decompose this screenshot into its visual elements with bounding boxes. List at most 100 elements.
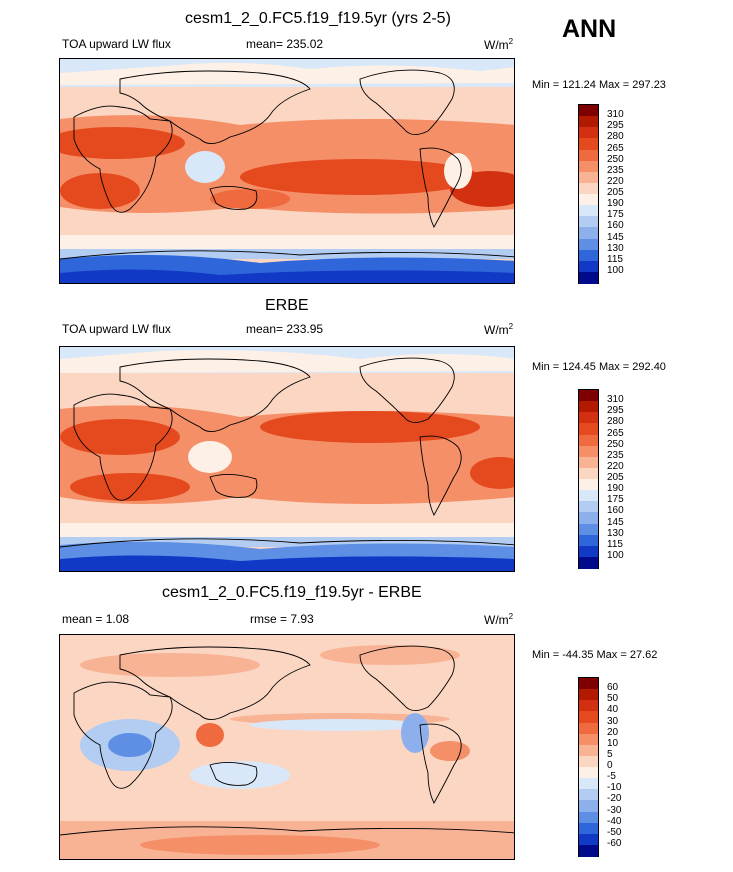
colorbar-tick-label: 160 bbox=[607, 220, 624, 232]
colorbar-tick-label: 190 bbox=[607, 198, 624, 210]
colorbar-tick-label: -50 bbox=[607, 826, 622, 838]
colorbar-tick-label: 295 bbox=[607, 405, 624, 417]
coastline bbox=[359, 645, 455, 711]
panel-2-title: ERBE bbox=[265, 297, 309, 314]
contour-region bbox=[430, 741, 470, 761]
contour-region bbox=[60, 419, 180, 455]
panel-1-variable: TOA upward LW flux bbox=[62, 37, 171, 51]
coastline bbox=[60, 250, 514, 260]
contour-region bbox=[60, 173, 140, 209]
coastline bbox=[359, 357, 455, 423]
coastline bbox=[73, 105, 173, 213]
colorbar-swatch bbox=[579, 778, 598, 790]
colorbar-swatch bbox=[579, 412, 598, 424]
colorbar-tick-label: 190 bbox=[607, 483, 624, 495]
panel-1-units: W/m2 bbox=[484, 37, 514, 52]
contour-region bbox=[470, 457, 514, 489]
colorbar-swatch bbox=[579, 678, 598, 690]
panel-1-colorbar bbox=[578, 104, 599, 284]
colorbar-tick-label: 250 bbox=[607, 438, 624, 450]
colorbar-tick-label: 100 bbox=[607, 264, 624, 276]
contour-region bbox=[70, 473, 190, 501]
colorbar-swatch bbox=[579, 744, 598, 757]
colorbar-swatch bbox=[579, 833, 598, 846]
colorbar-swatch bbox=[579, 216, 598, 228]
coastline bbox=[419, 147, 462, 228]
colorbar-swatch bbox=[579, 490, 598, 502]
colorbar-tick-label: 235 bbox=[607, 164, 624, 176]
colorbar-tick-label: -10 bbox=[607, 782, 622, 794]
colorbar-tick-label: 30 bbox=[607, 715, 619, 727]
colorbar-tick-label: 265 bbox=[607, 427, 624, 439]
colorbar-tick-label: -5 bbox=[607, 771, 616, 783]
contour-region bbox=[60, 235, 514, 249]
panel-2-map bbox=[59, 346, 515, 572]
coastline bbox=[119, 646, 311, 720]
colorbar-tick-label: 280 bbox=[607, 131, 624, 143]
colorbar-tick-label: 265 bbox=[607, 142, 624, 154]
contour-region bbox=[185, 151, 225, 183]
panel-1-title: cesm1_2_0.FC5.f19_f19.5yr (yrs 2-5) bbox=[185, 10, 451, 27]
coastline bbox=[209, 186, 258, 210]
colorbar-swatch bbox=[579, 800, 598, 812]
colorbar-swatch bbox=[579, 556, 598, 569]
colorbar-tick-label: 100 bbox=[607, 549, 624, 561]
colorbar-swatch bbox=[579, 811, 598, 824]
colorbar-swatch bbox=[579, 512, 598, 524]
coastline bbox=[419, 723, 462, 804]
coastline bbox=[359, 69, 455, 135]
contour-region bbox=[60, 523, 514, 537]
colorbar-swatch bbox=[579, 390, 598, 402]
contour-region bbox=[196, 723, 224, 747]
contour-region bbox=[240, 159, 480, 195]
colorbar-swatch bbox=[579, 767, 598, 779]
colorbar-swatch bbox=[579, 182, 598, 195]
colorbar-swatch bbox=[579, 401, 598, 413]
colorbar-tick-label: -60 bbox=[607, 837, 622, 849]
colorbar-tick-label: 220 bbox=[607, 175, 624, 187]
colorbar-tick-label: 0 bbox=[607, 760, 613, 771]
panel-3-units: W/m2 bbox=[484, 612, 514, 627]
colorbar-swatch bbox=[579, 722, 598, 735]
colorbar-swatch bbox=[579, 534, 598, 547]
panel-3-title: cesm1_2_0.FC5.f19_f19.5yr - ERBE bbox=[162, 584, 422, 601]
colorbar-swatch bbox=[579, 501, 598, 513]
colorbar-swatch bbox=[579, 171, 598, 184]
colorbar-swatch bbox=[579, 227, 598, 239]
colorbar-swatch bbox=[579, 445, 598, 458]
colorbar-swatch bbox=[579, 467, 598, 480]
colorbar-tick-label: -40 bbox=[607, 815, 622, 827]
coastline bbox=[209, 474, 258, 498]
panel-3-map bbox=[59, 634, 515, 860]
coastline bbox=[119, 70, 311, 144]
contour-region bbox=[444, 153, 472, 189]
contour-region bbox=[60, 269, 514, 283]
colorbar-swatch bbox=[579, 238, 598, 251]
colorbar-tick-label: 205 bbox=[607, 472, 624, 483]
panel-1-mean: mean= 235.02 bbox=[246, 37, 324, 51]
colorbar-tick-label: 40 bbox=[607, 704, 619, 716]
colorbar-tick-label: 295 bbox=[607, 120, 624, 132]
colorbar-swatch bbox=[579, 689, 598, 701]
colorbar-tick-label: 115 bbox=[607, 538, 623, 550]
panel-3-mean: mean = 1.08 bbox=[62, 612, 130, 626]
colorbar-swatch bbox=[579, 711, 598, 723]
colorbar-tick-label: 115 bbox=[607, 253, 623, 265]
colorbar-tick-label: 280 bbox=[607, 416, 624, 428]
colorbar-tick-label: 145 bbox=[607, 231, 624, 243]
colorbar-tick-label: 205 bbox=[607, 187, 624, 198]
panel-2-units: W/m2 bbox=[484, 322, 514, 337]
colorbar-tick-label: 10 bbox=[607, 737, 619, 749]
contour-region bbox=[60, 555, 514, 571]
panel-2-colorbar bbox=[578, 389, 599, 569]
contour-region bbox=[260, 411, 480, 443]
panel-3-rmse: rmse = 7.93 bbox=[250, 612, 314, 626]
colorbar-swatch bbox=[579, 127, 598, 139]
panel-3-minmax: Min = -44.35 Max = 27.62 bbox=[532, 649, 658, 661]
colorbar-swatch bbox=[579, 434, 598, 447]
panel-2-minmax: Min = 124.45 Max = 292.40 bbox=[532, 361, 666, 373]
colorbar-swatch bbox=[579, 160, 598, 173]
colorbar-tick-label: 235 bbox=[607, 449, 624, 461]
colorbar-tick-label: 250 bbox=[607, 153, 624, 165]
colorbar-swatch bbox=[579, 271, 598, 284]
